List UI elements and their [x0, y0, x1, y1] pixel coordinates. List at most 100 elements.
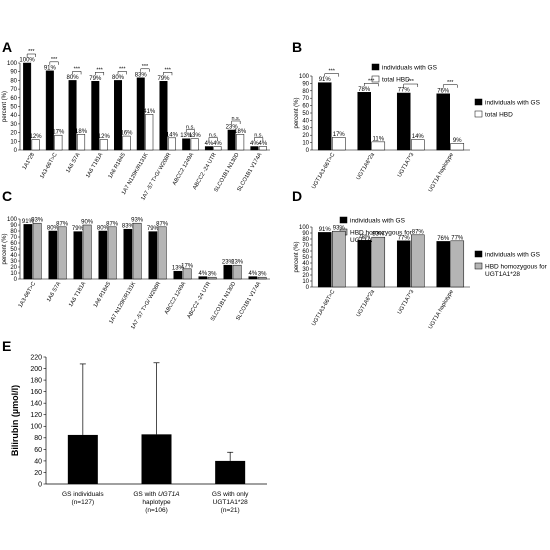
x-tick-label: SLCO1B1 V174A: [236, 152, 263, 193]
y-tick-label: 60: [10, 96, 17, 102]
legend-swatch: [474, 110, 483, 118]
panel-letter-d: D: [292, 188, 302, 204]
bar-value-label: 76%: [437, 236, 450, 242]
bar: [123, 228, 133, 280]
y-tick-label: 50: [10, 105, 17, 111]
bar: [182, 268, 192, 280]
y-axis-label: percent (%): [294, 97, 300, 128]
significance-bracket: [49, 61, 59, 65]
y-tick-label: 70: [10, 87, 17, 93]
bar-value-label: 12%: [98, 134, 111, 140]
bar: [57, 226, 67, 280]
x-tick-label: SLCO1B1 N130D: [210, 281, 237, 322]
x-tick-label-n: (n=21): [221, 507, 240, 514]
bar-value-label: 80%: [97, 226, 110, 232]
y-tick-label: 100: [299, 74, 310, 80]
bar: [371, 141, 386, 151]
bar-value-label: 17%: [52, 130, 65, 136]
significance-label: n.s.: [186, 125, 195, 131]
x-tick-label: ABCC2 -24 UTR: [186, 281, 212, 320]
significance-bracket: [208, 137, 218, 141]
x-tick-label: SLCO1B1 N130D: [213, 152, 240, 193]
bar: [198, 276, 208, 280]
y-tick-label: 0: [38, 481, 42, 488]
bar: [257, 276, 267, 280]
significance-label: ***: [165, 67, 172, 73]
y-tick-label: 40: [34, 458, 42, 465]
bar: [67, 434, 98, 484]
bar-value-label: 87%: [56, 221, 69, 227]
bar: [450, 143, 465, 151]
legend-label: individuals with GS: [485, 252, 541, 259]
bar-value-label: 80%: [67, 75, 80, 81]
bar: [73, 231, 83, 280]
bar: [82, 224, 92, 280]
bar-value-label: 83%: [372, 232, 385, 238]
legend-label: total HBD: [485, 112, 513, 119]
bar-value-label: 14%: [412, 134, 425, 140]
x-tick-label-n: (n=127): [72, 499, 95, 506]
bar: [436, 93, 450, 151]
bar-value-label: 77%: [398, 235, 411, 241]
x-tick-label: ABCC2 1249A: [164, 281, 188, 316]
y-tick-label: 0: [14, 277, 18, 283]
significance-bracket: [185, 129, 195, 133]
bar-value-label: 3%: [258, 272, 267, 278]
y-tick-label: 90: [302, 81, 309, 87]
bar-value-label: 80%: [112, 75, 125, 81]
bar-value-label: 91%: [44, 65, 57, 71]
bar: [207, 276, 217, 280]
bar-value-label: 80%: [47, 226, 60, 232]
bar-value-label: 4%: [249, 271, 258, 277]
y-tick-label: 20: [10, 131, 17, 137]
x-tick-label: UGT1A6*2a: [356, 151, 377, 181]
bar-value-label: 78%: [358, 235, 371, 241]
significance-bracket: [72, 71, 82, 75]
bar: [23, 62, 32, 151]
bar-value-label: 79%: [147, 226, 160, 232]
y-tick-label: 60: [302, 249, 309, 255]
bar-value-label: 4%: [250, 141, 259, 147]
bar: [232, 264, 242, 280]
x-tick-label: 1A6 S7A: [65, 152, 81, 174]
significance-label: ***: [51, 57, 58, 63]
y-tick-label: 140: [30, 401, 42, 408]
significance-label: ***: [28, 49, 35, 55]
bar-value-label: 78%: [358, 87, 371, 93]
y-tick-label: 20: [302, 273, 309, 279]
bar-value-label: 93%: [333, 226, 346, 232]
y-tick-label: 30: [10, 122, 17, 128]
significance-bracket: [442, 84, 458, 88]
bar-value-label: 83%: [122, 224, 135, 230]
x-tick-label: ABCC2 1249A: [172, 152, 196, 187]
x-tick-label: UGT1A haplotype: [428, 152, 455, 193]
bar: [114, 80, 123, 151]
bar-value-label: 91%: [319, 227, 332, 233]
y-tick-label: 90: [10, 223, 17, 229]
y-tick-label: 40: [10, 253, 17, 259]
y-tick-label: 80: [34, 435, 42, 442]
bar: [23, 224, 33, 280]
panel-letter-e: E: [2, 338, 11, 354]
y-axis-label: percent (%): [2, 233, 8, 264]
bar: [236, 134, 245, 151]
x-tick-label: GS individuals: [62, 491, 104, 498]
y-tick-label: 60: [34, 447, 42, 454]
x-tick-label: SLCO1B1 V174A: [235, 281, 262, 322]
legend-swatch: [474, 98, 483, 106]
bar-value-label: 17%: [333, 132, 346, 138]
bar-value-label: 77%: [451, 235, 464, 241]
bar: [182, 138, 191, 151]
y-tick-label: 90: [10, 70, 17, 76]
x-tick-label: 1A3-66T>C: [18, 281, 38, 309]
legend-label: HBD homozygous for: [350, 230, 413, 237]
bar-value-label: 4%: [199, 271, 208, 277]
bar: [317, 82, 332, 151]
y-tick-label: 0: [14, 148, 18, 154]
y-tick-label: 40: [10, 113, 17, 119]
bar: [411, 234, 425, 288]
